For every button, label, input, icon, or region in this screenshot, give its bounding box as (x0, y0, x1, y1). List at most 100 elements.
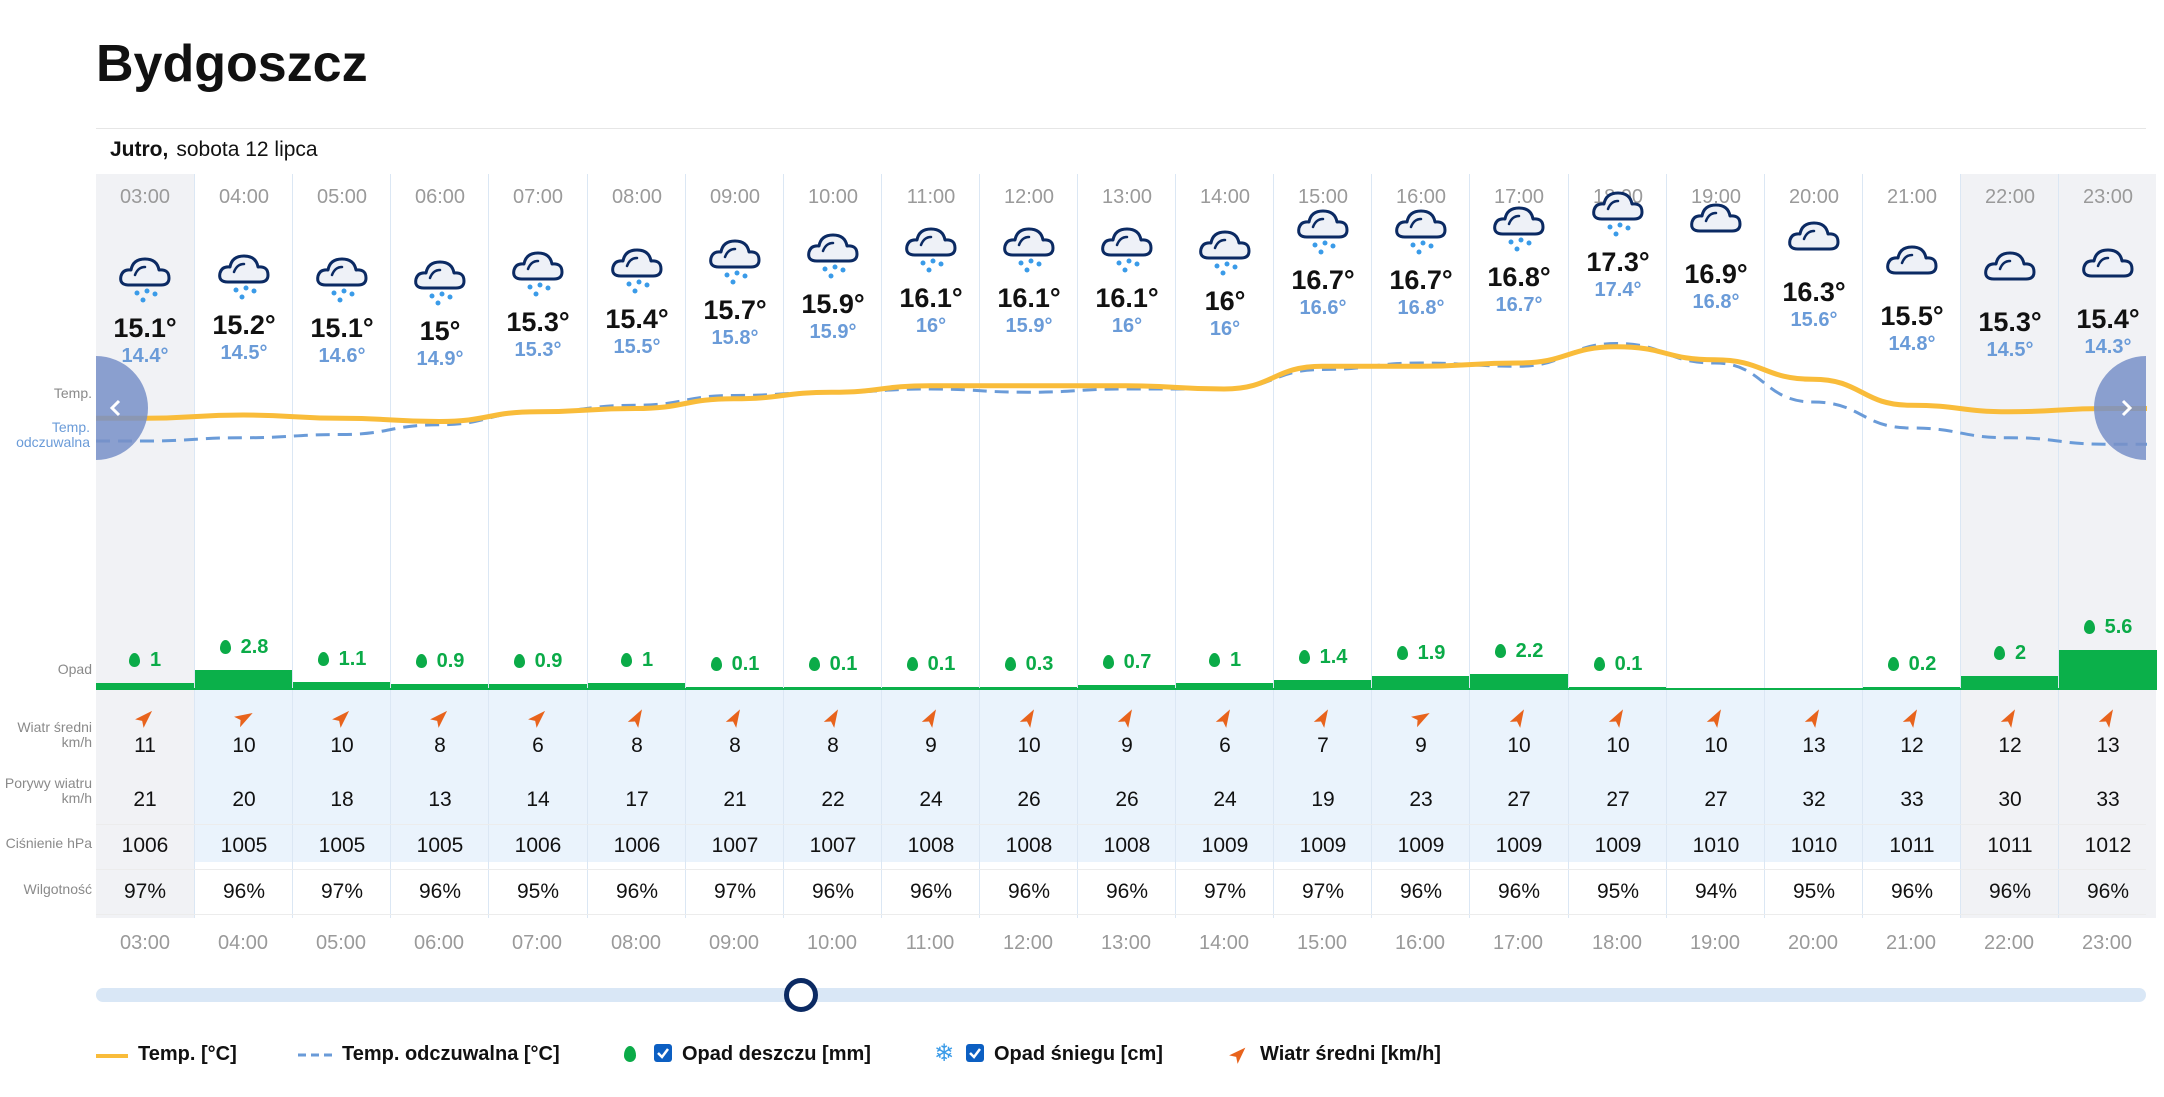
wind-value: 8 (729, 734, 741, 757)
temperature-value: 15.4° (605, 304, 669, 334)
temperature-value: 15.1° (113, 313, 177, 343)
timeline-slider-track[interactable] (96, 988, 2146, 1002)
snow-checkbox[interactable] (966, 1044, 984, 1062)
precip-bar (293, 682, 391, 690)
timeline-slider-thumb[interactable] (784, 978, 818, 1012)
humidity-value: 96% (615, 880, 659, 903)
hour-column: 19:00 16.9° 16.8° 10 27 1010 94% (1666, 174, 1764, 918)
precip-value: 1 (1176, 649, 1274, 672)
gusts-value: 27 (1704, 788, 1728, 811)
humidity-value: 96% (1890, 880, 1934, 903)
pressure-value: 1010 (1692, 834, 1740, 857)
divider (96, 128, 2146, 129)
gusts-value: 13 (428, 788, 452, 811)
wind-value: 13 (2096, 734, 2120, 757)
pressure-value: 1007 (809, 834, 857, 857)
cloud-rain-icon (119, 257, 171, 303)
hour-label: 17:00 (1493, 186, 1545, 208)
hour-label: 10:00 (807, 186, 859, 208)
wind-value: 6 (532, 734, 544, 757)
precip-value: 0.1 (686, 653, 784, 676)
row-label-humidity: Wilgotność (23, 881, 92, 897)
hour-label: 05:00 (316, 186, 368, 208)
rain-drop-icon (1887, 657, 1899, 671)
humidity-value: 94% (1694, 880, 1738, 903)
hour-label-bottom: 13:00 (1100, 932, 1152, 954)
hour-label: 04:00 (218, 186, 270, 208)
rain-drop-icon (624, 1046, 636, 1062)
rain-drop-icon (906, 657, 918, 671)
temperature-value: 16.7° (1291, 265, 1355, 295)
gusts-value: 27 (1507, 788, 1531, 811)
feels-like-value: 15.3° (514, 339, 562, 361)
feels-like-value: 16.7° (1495, 294, 1543, 316)
wind-direction-arrow-icon (135, 710, 153, 728)
hour-label: 03:00 (119, 186, 171, 208)
humidity-value: 95% (1792, 880, 1836, 903)
row-label-pressure: Ciśnienie hPa (5, 835, 92, 851)
feels-like-value: 14.4° (121, 345, 169, 367)
gusts-value: 26 (1115, 788, 1139, 811)
humidity-value: 97% (1203, 880, 1247, 903)
wind-value: 9 (1121, 734, 1133, 757)
cloud-rain-icon (1101, 227, 1153, 273)
rain-drop-icon (415, 654, 427, 668)
wind-value: 12 (1900, 734, 1924, 757)
hour-label: 23:00 (2082, 186, 2134, 208)
cloud-rain-icon (905, 227, 957, 273)
hour-label-bottom: 09:00 (708, 932, 760, 954)
hour-column: 23:00 15.4° 14.3° 5.6 13 33 1012 96% (2058, 174, 2157, 918)
rain-drop-icon (1494, 644, 1506, 658)
pressure-value: 1005 (220, 834, 268, 857)
cloud-rain-icon (807, 233, 859, 279)
feels-like-value: 15.9° (809, 321, 857, 343)
precip-bar (1470, 674, 1568, 690)
gusts-value: 32 (1802, 788, 1826, 811)
row-label-wind: Wiatr średni km/h (17, 719, 92, 750)
wind-direction-arrow-icon (1117, 709, 1132, 728)
pressure-value: 1009 (1397, 834, 1445, 857)
rain-drop-icon (1993, 646, 2005, 660)
precip-value: 2 (1961, 642, 2059, 665)
hour-label: 15:00 (1297, 186, 1349, 208)
wind-value: 6 (1219, 734, 1231, 757)
rain-drop-icon (2083, 620, 2095, 634)
hour-label: 20:00 (1788, 186, 1840, 208)
hour-label-bottom: 18:00 (1591, 932, 1643, 954)
feels-like-value: 16° (1111, 315, 1143, 337)
wind-value: 7 (1317, 734, 1329, 757)
wind-value: 13 (1802, 734, 1826, 757)
cloud-rain-icon (1199, 230, 1251, 276)
cloud-rain-icon (1493, 206, 1545, 252)
precip-value: 2.8 (195, 636, 293, 659)
temperature-value: 15.1° (310, 313, 374, 343)
cloud-rain-icon (1886, 245, 1938, 275)
gusts-value: 20 (232, 788, 256, 811)
wind-direction-arrow-icon (1608, 709, 1623, 728)
precip-value: 2.2 (1470, 640, 1568, 663)
precip-value: 1.9 (1372, 642, 1470, 665)
precip-value: 1 (588, 649, 686, 672)
temperature-value: 15.2° (212, 310, 276, 340)
date-label: sobota 12 lipca (176, 138, 318, 161)
hour-column: 11:00 16.1° 16° 0.1 9 24 1008 96% (881, 174, 980, 918)
humidity-value: 96% (1497, 880, 1541, 903)
precip-value: 1.1 (293, 648, 391, 671)
gusts-value: 19 (1311, 788, 1335, 811)
chevron-left-icon (109, 399, 121, 417)
precip-value: 0.7 (1078, 651, 1176, 674)
rain-checkbox[interactable] (654, 1044, 672, 1062)
feels-like-value: 15.9° (1005, 315, 1053, 337)
hour-label-bottom: 10:00 (806, 932, 858, 954)
precip-bar (195, 670, 293, 690)
wind-direction-arrow-icon (627, 709, 642, 728)
chevron-right-icon (2121, 399, 2133, 417)
wind-direction-arrow-icon (1229, 1047, 1246, 1064)
wind-value: 12 (1998, 734, 2022, 757)
hour-label: 07:00 (512, 186, 564, 208)
hour-label-bottom: 14:00 (1198, 932, 1250, 954)
hour-label-bottom: 21:00 (1885, 932, 1937, 954)
temperature-value: 15.4° (2076, 304, 2140, 334)
hour-column: 06:00 15° 14.9° 0.9 8 13 1005 96% (390, 174, 489, 918)
hour-label-bottom: 05:00 (315, 932, 367, 954)
